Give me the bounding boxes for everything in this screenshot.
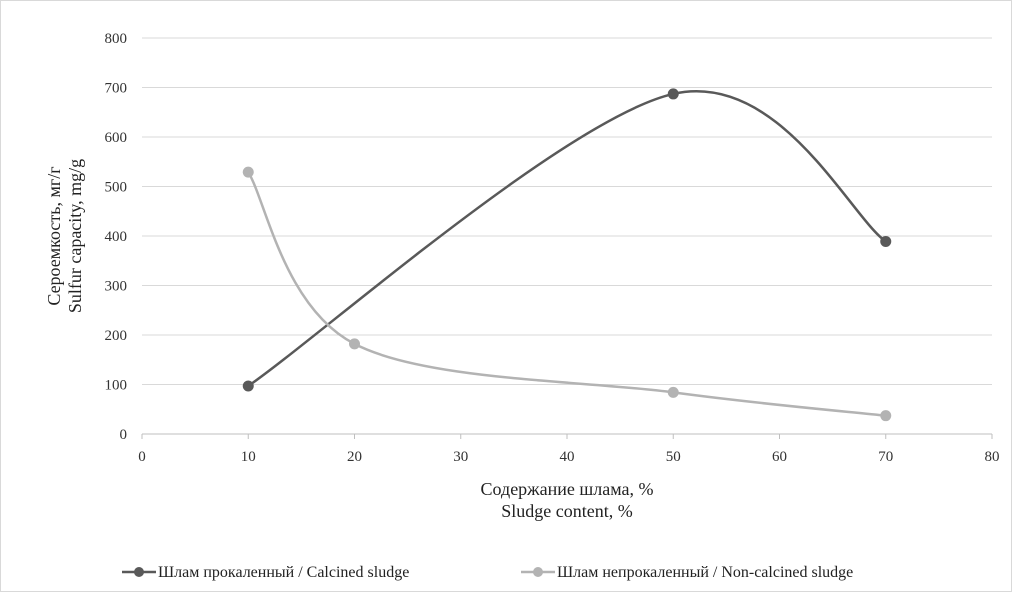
y-tick-label: 0 bbox=[120, 427, 128, 443]
data-point-non-calcined bbox=[242, 166, 254, 178]
series-line-calcined bbox=[247, 90, 887, 388]
series-calcined bbox=[242, 88, 892, 392]
gridlines bbox=[142, 37, 992, 385]
data-point-calcined bbox=[242, 380, 254, 392]
y-tick-label: 500 bbox=[105, 180, 128, 196]
y-tick-label: 200 bbox=[105, 328, 128, 344]
x-tick-label: 80 bbox=[985, 449, 1000, 465]
series-group bbox=[242, 88, 892, 422]
x-tick-label: 50 bbox=[666, 449, 681, 465]
axes bbox=[141, 433, 993, 439]
data-point-non-calcined bbox=[880, 410, 892, 422]
tick-labels: 0 100 200 300 400 500 600 700 800 0 10 20 30 40 50 60 70… bbox=[105, 31, 1000, 465]
series-line-non-calcined bbox=[247, 171, 886, 417]
y-tick-label: 100 bbox=[105, 378, 128, 394]
y-axis-title-en: Sulfur capacity, mg/g bbox=[65, 159, 85, 313]
y-tick-label: 800 bbox=[105, 31, 128, 47]
x-tick-label: 60 bbox=[772, 449, 787, 465]
legend-label-non-calcined: Шлам непрокаленный / Non-calcined sludge bbox=[557, 564, 853, 581]
x-tick-label: 40 bbox=[560, 449, 575, 465]
x-tick-label: 0 bbox=[138, 449, 146, 465]
y-axis-title-ru: Сероемкость, мг/г bbox=[44, 166, 64, 305]
legend-item-calcined: Шлам прокаленный / Calcined sludge bbox=[122, 564, 409, 581]
data-point-non-calcined bbox=[667, 386, 679, 398]
data-point-calcined bbox=[880, 235, 892, 247]
data-point-calcined bbox=[667, 88, 679, 100]
x-tick-label: 20 bbox=[347, 449, 362, 465]
legend-item-non-calcined: Шлам непрокаленный / Non-calcined sludge bbox=[521, 564, 853, 581]
x-tick-label: 10 bbox=[241, 449, 256, 465]
x-axis-title-en: Sludge content, % bbox=[501, 501, 632, 521]
y-tick-label: 700 bbox=[105, 81, 128, 97]
y-tick-label: 600 bbox=[105, 130, 128, 146]
legend-marker-calcined bbox=[134, 567, 144, 577]
data-point-non-calcined bbox=[349, 338, 360, 350]
legend-marker-non-calcined bbox=[533, 567, 543, 577]
y-tick-label: 400 bbox=[105, 229, 128, 245]
legend-label-calcined: Шлам прокаленный / Calcined sludge bbox=[158, 564, 409, 581]
x-tick-label: 70 bbox=[878, 449, 893, 465]
legend: Шлам прокаленный / Calcined sludge Шлам … bbox=[122, 564, 853, 581]
series-non-calcined bbox=[242, 166, 892, 422]
y-tick-label: 300 bbox=[105, 279, 128, 295]
x-axis-title-ru: Содержание шлама, % bbox=[481, 479, 654, 499]
x-tick-label: 30 bbox=[453, 449, 468, 465]
